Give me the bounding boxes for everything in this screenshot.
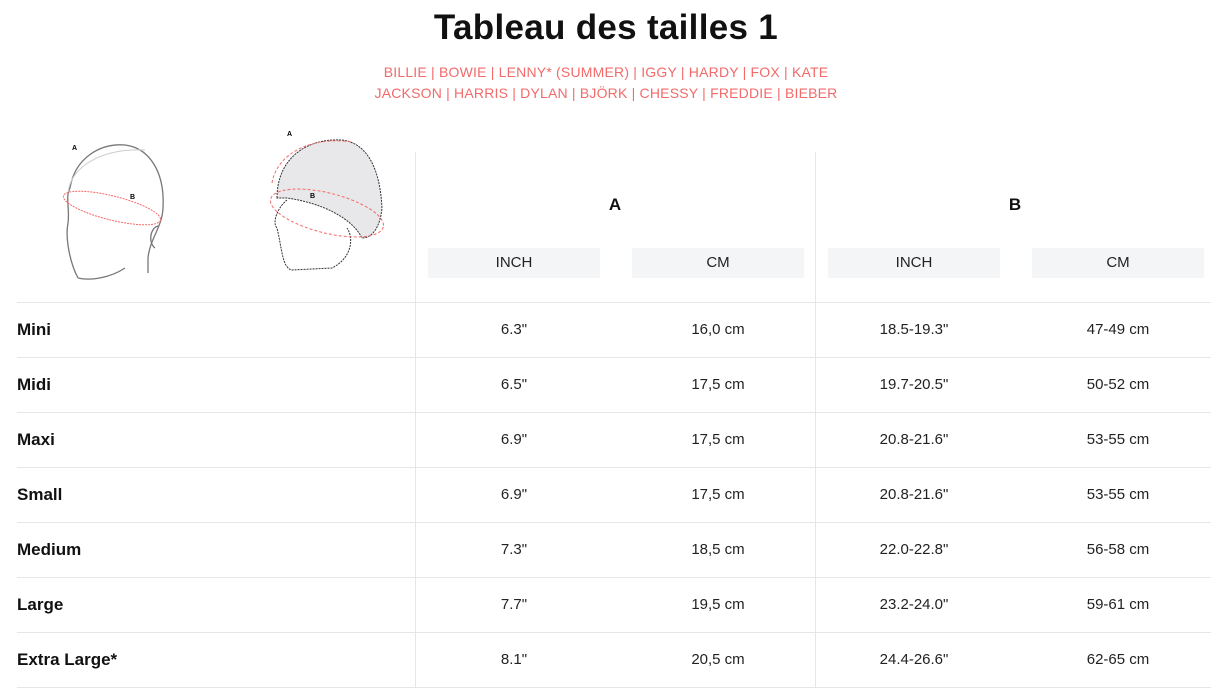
size-label: Medium <box>17 540 82 559</box>
cell-b-cm: 62-65 cm <box>1086 651 1150 668</box>
cell-a-inch: 6.9" <box>500 431 528 448</box>
cell-a-cm: 19,5 cm <box>691 596 745 613</box>
unit-header-a-inch: INCH <box>428 248 600 278</box>
cell-b-inch: 22.0-22.8" <box>879 541 949 558</box>
cell-a-cm: 17,5 cm <box>691 431 745 448</box>
cell-a-cm: 20,5 cm <box>691 651 745 668</box>
cell-a-inch: 6.5" <box>500 376 528 393</box>
cell-b-cm: 59-61 cm <box>1086 596 1150 613</box>
label-b: B <box>310 193 315 200</box>
size-label: Midi <box>17 375 51 394</box>
table-bottom-border <box>17 687 1211 688</box>
table-row: Extra Large* 8.1" 20,5 cm 24.4-26.6" 62-65 c… <box>17 632 1211 687</box>
label-b: B <box>130 194 135 201</box>
unit-header-b-inch: INCH <box>828 248 1000 278</box>
unit-header-a-cm: CM <box>632 248 804 278</box>
cell-a-inch: 8.1" <box>500 651 528 668</box>
hat-measurement-diagram: A B <box>270 131 384 271</box>
table-row: Small 6.9" 17,5 cm 20.8-21.6" 53-55 cm <box>17 467 1211 522</box>
cell-b-cm: 50-52 cm <box>1086 376 1150 393</box>
model-list-line-1: BILLIE | BOWIE | LENNY* (SUMMER) | IGGY … <box>383 64 829 80</box>
label-a: A <box>287 131 292 138</box>
cell-a-cm: 17,5 cm <box>691 376 745 393</box>
head-measurement-diagram: A B <box>62 144 164 280</box>
model-list-line-2: JACKSON | HARRIS | DYLAN | BJÖRK | CHESS… <box>374 85 838 101</box>
size-label: Extra Large* <box>17 650 118 669</box>
table-row: Large 7.7" 19,5 cm 23.2-24.0" 59-61 cm <box>17 577 1211 632</box>
cell-b-cm: 56-58 cm <box>1086 541 1150 558</box>
cell-a-cm: 16,0 cm <box>691 321 745 338</box>
cell-b-inch: 23.2-24.0" <box>879 596 949 613</box>
cell-b-inch: 18.5-19.3" <box>879 321 949 338</box>
cell-a-inch: 7.3" <box>500 541 528 558</box>
group-header-b: B <box>1008 195 1022 214</box>
cell-b-inch: 24.4-26.6" <box>879 651 949 668</box>
page-title: Tableau des tailles 1 <box>433 8 779 47</box>
table-row: Midi 6.5" 17,5 cm 19.7-20.5" 50-52 cm <box>17 357 1211 412</box>
size-label: Maxi <box>17 430 55 449</box>
column-divider <box>815 152 816 688</box>
cell-a-cm: 18,5 cm <box>691 541 745 558</box>
size-label: Large <box>17 595 64 614</box>
cell-a-cm: 17,5 cm <box>691 486 745 503</box>
cell-a-inch: 6.9" <box>500 486 528 503</box>
unit-header-b-cm: CM <box>1032 248 1204 278</box>
size-label: Mini <box>17 320 51 339</box>
cell-a-inch: 7.7" <box>500 596 528 613</box>
cell-b-inch: 20.8-21.6" <box>879 431 949 448</box>
cell-b-cm: 47-49 cm <box>1086 321 1150 338</box>
group-header-a: A <box>608 195 622 214</box>
table-row: Mini 6.3" 16,0 cm 18.5-19.3" 47-49 cm <box>17 302 1211 357</box>
label-a: A <box>72 145 77 152</box>
cell-b-inch: 20.8-21.6" <box>879 486 949 503</box>
table-row: Medium 7.3" 18,5 cm 22.0-22.8" 56-58 cm <box>17 522 1211 577</box>
size-label: Small <box>17 485 63 504</box>
table-row: Maxi 6.9" 17,5 cm 20.8-21.6" 53-55 cm <box>17 412 1211 467</box>
cell-b-cm: 53-55 cm <box>1086 431 1150 448</box>
column-divider <box>415 152 416 688</box>
cell-a-inch: 6.3" <box>500 321 528 338</box>
cell-b-cm: 53-55 cm <box>1086 486 1150 503</box>
cell-b-inch: 19.7-20.5" <box>879 376 949 393</box>
